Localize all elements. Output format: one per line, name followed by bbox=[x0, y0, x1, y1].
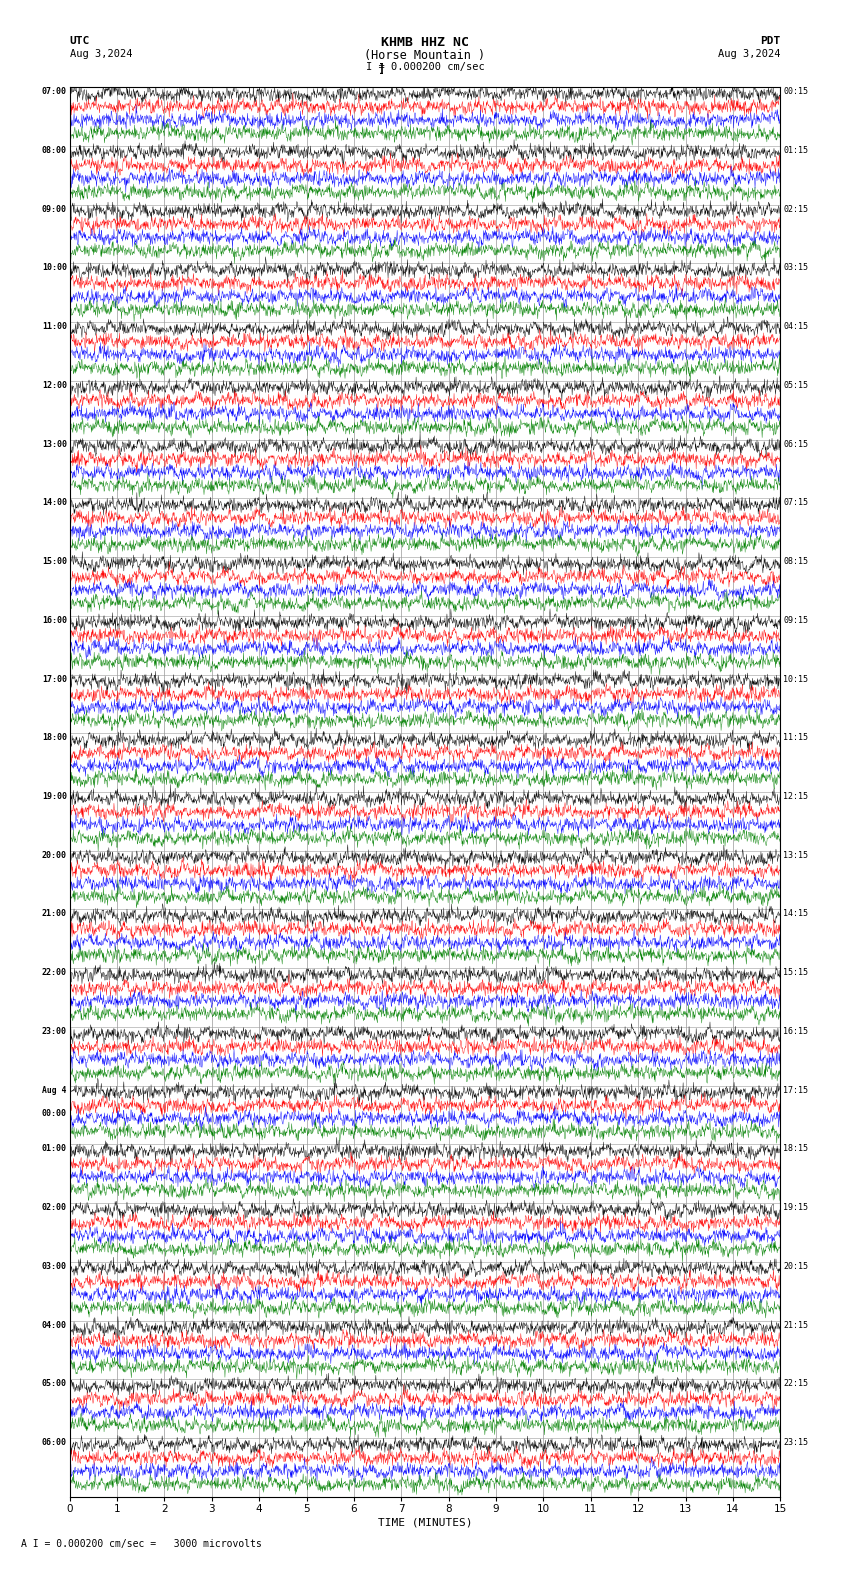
Text: Aug 3,2024: Aug 3,2024 bbox=[717, 49, 780, 59]
Text: 08:15: 08:15 bbox=[783, 558, 808, 565]
Text: 16:15: 16:15 bbox=[783, 1026, 808, 1036]
Text: 14:15: 14:15 bbox=[783, 909, 808, 919]
Text: 06:15: 06:15 bbox=[783, 440, 808, 448]
Text: PDT: PDT bbox=[760, 36, 780, 46]
Text: UTC: UTC bbox=[70, 36, 90, 46]
Text: 05:15: 05:15 bbox=[783, 380, 808, 390]
Text: 17:00: 17:00 bbox=[42, 675, 67, 684]
Text: 04:00: 04:00 bbox=[42, 1321, 67, 1329]
Text: 07:15: 07:15 bbox=[783, 499, 808, 507]
Text: 10:00: 10:00 bbox=[42, 263, 67, 272]
Text: 19:15: 19:15 bbox=[783, 1204, 808, 1212]
Text: 09:00: 09:00 bbox=[42, 204, 67, 214]
Text: 16:00: 16:00 bbox=[42, 616, 67, 624]
Text: 03:15: 03:15 bbox=[783, 263, 808, 272]
Text: I = 0.000200 cm/sec: I = 0.000200 cm/sec bbox=[366, 62, 484, 71]
Text: 21:00: 21:00 bbox=[42, 909, 67, 919]
Text: 04:15: 04:15 bbox=[783, 322, 808, 331]
Text: 19:00: 19:00 bbox=[42, 792, 67, 802]
Text: 00:00: 00:00 bbox=[42, 1109, 67, 1118]
Text: 02:00: 02:00 bbox=[42, 1204, 67, 1212]
Text: 12:15: 12:15 bbox=[783, 792, 808, 802]
Text: 10:15: 10:15 bbox=[783, 675, 808, 684]
Text: 09:15: 09:15 bbox=[783, 616, 808, 624]
Text: 05:00: 05:00 bbox=[42, 1380, 67, 1389]
Text: 20:15: 20:15 bbox=[783, 1262, 808, 1270]
Text: 15:00: 15:00 bbox=[42, 558, 67, 565]
Text: 22:15: 22:15 bbox=[783, 1380, 808, 1389]
Text: 17:15: 17:15 bbox=[783, 1085, 808, 1095]
Text: 18:00: 18:00 bbox=[42, 733, 67, 743]
X-axis label: TIME (MINUTES): TIME (MINUTES) bbox=[377, 1517, 473, 1529]
Text: 13:00: 13:00 bbox=[42, 440, 67, 448]
Text: 14:00: 14:00 bbox=[42, 499, 67, 507]
Text: 01:00: 01:00 bbox=[42, 1144, 67, 1153]
Text: 22:00: 22:00 bbox=[42, 968, 67, 977]
Text: 12:00: 12:00 bbox=[42, 380, 67, 390]
Text: 23:15: 23:15 bbox=[783, 1438, 808, 1448]
Text: 11:00: 11:00 bbox=[42, 322, 67, 331]
Text: 11:15: 11:15 bbox=[783, 733, 808, 743]
Text: 01:15: 01:15 bbox=[783, 146, 808, 155]
Text: 21:15: 21:15 bbox=[783, 1321, 808, 1329]
Text: 02:15: 02:15 bbox=[783, 204, 808, 214]
Text: 18:15: 18:15 bbox=[783, 1144, 808, 1153]
Text: 07:00: 07:00 bbox=[42, 87, 67, 97]
Text: 06:00: 06:00 bbox=[42, 1438, 67, 1448]
Text: KHMB HHZ NC: KHMB HHZ NC bbox=[381, 36, 469, 49]
Text: 20:00: 20:00 bbox=[42, 851, 67, 860]
Text: 00:15: 00:15 bbox=[783, 87, 808, 97]
Text: Aug 3,2024: Aug 3,2024 bbox=[70, 49, 133, 59]
Text: 13:15: 13:15 bbox=[783, 851, 808, 860]
Text: A I = 0.000200 cm/sec =   3000 microvolts: A I = 0.000200 cm/sec = 3000 microvolts bbox=[21, 1540, 262, 1549]
Text: 03:00: 03:00 bbox=[42, 1262, 67, 1270]
Text: 08:00: 08:00 bbox=[42, 146, 67, 155]
Text: 23:00: 23:00 bbox=[42, 1026, 67, 1036]
Text: Aug 4: Aug 4 bbox=[42, 1085, 67, 1095]
Text: (Horse Mountain ): (Horse Mountain ) bbox=[365, 49, 485, 62]
Text: 15:15: 15:15 bbox=[783, 968, 808, 977]
